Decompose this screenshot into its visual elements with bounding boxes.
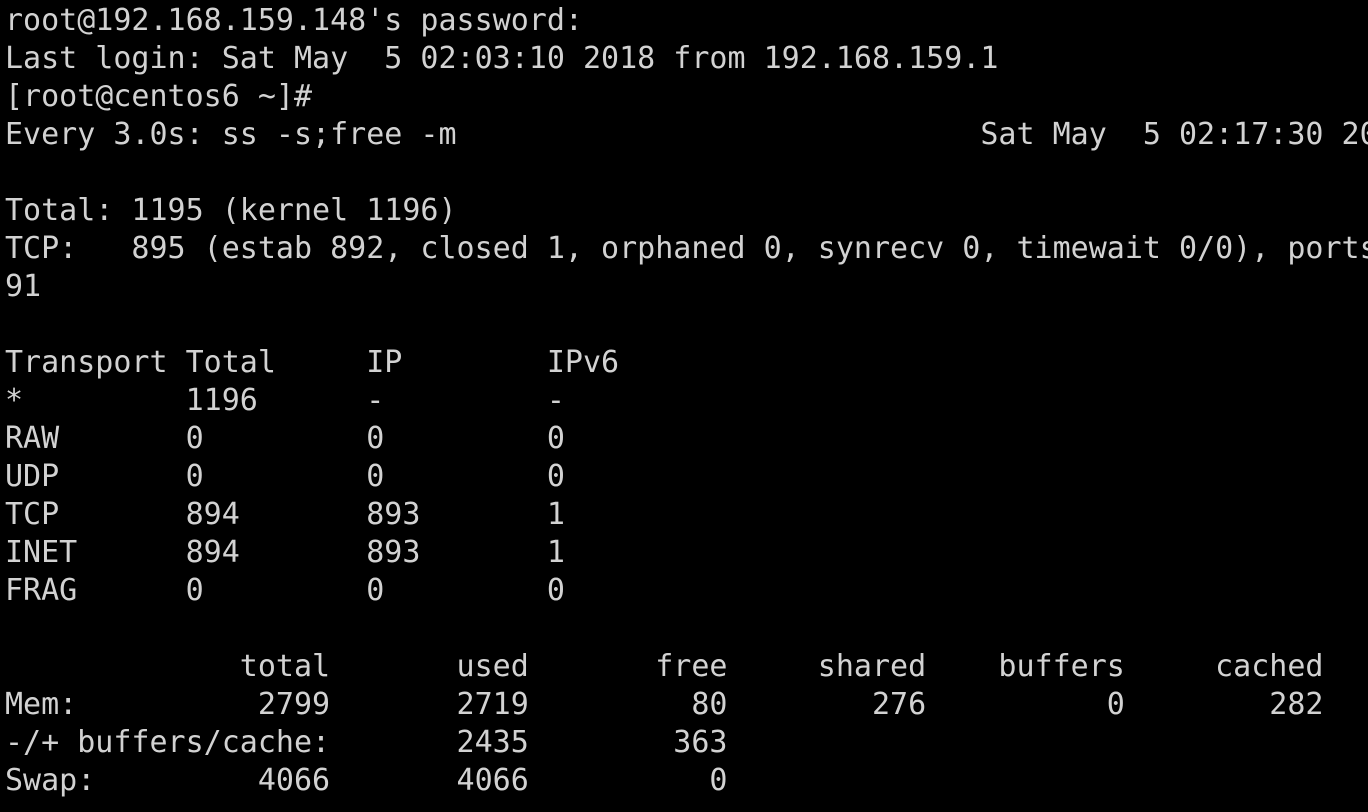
terminal-line: RAW 0 0 0 xyxy=(5,421,565,456)
terminal-line: Every 3.0s: ss -s;free -m Sat May 5 02:1… xyxy=(5,117,1368,152)
terminal-line: TCP: 895 (estab 892, closed 1, orphaned … xyxy=(5,231,1368,266)
terminal-line: root@192.168.159.148's password: xyxy=(5,3,583,38)
terminal-line xyxy=(5,154,1368,192)
terminal-line: INET 894 893 1 xyxy=(5,535,565,570)
terminal-line: Mem: 2799 2719 80 276 0 282 xyxy=(5,687,1324,722)
terminal-line xyxy=(5,610,1368,648)
terminal-line: 91 xyxy=(5,269,42,304)
terminal-line: [root@centos6 ~]# xyxy=(5,79,313,114)
terminal-line: TCP 894 893 1 xyxy=(5,497,565,532)
terminal-line: total used free shared buffers cached xyxy=(5,649,1324,684)
terminal-line xyxy=(5,306,1368,344)
terminal-line: FRAG 0 0 0 xyxy=(5,573,565,608)
terminal-line: Last login: Sat May 5 02:03:10 2018 from… xyxy=(5,41,999,76)
terminal-line: Transport Total IP IPv6 xyxy=(5,345,620,380)
terminal-line: UDP 0 0 0 xyxy=(5,459,565,494)
terminal-output[interactable]: root@192.168.159.148's password: Last log… xyxy=(5,2,1368,812)
terminal-line: Swap: 4066 4066 0 xyxy=(5,763,728,798)
terminal-line: -/+ buffers/cache: 2435 363 xyxy=(5,725,728,760)
terminal-line: Total: 1195 (kernel 1196) xyxy=(5,193,457,228)
terminal-line: * 1196 - - xyxy=(5,383,565,418)
